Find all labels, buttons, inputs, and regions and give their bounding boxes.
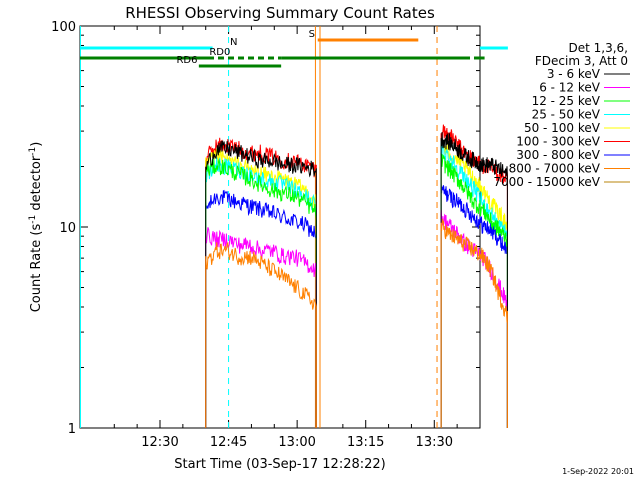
x-tick-label: 12:30 — [141, 435, 178, 450]
legend-label: 300 - 800 keV — [516, 148, 600, 162]
legend-label: 3 - 6 keV — [547, 67, 601, 81]
y-axis-label-sup1: -1 — [28, 215, 38, 224]
y-axis-label-main: Count Rate (s — [29, 224, 44, 313]
status-bar-label: N — [230, 37, 237, 48]
series-line-800-7000-kev — [440, 218, 508, 428]
legend-label: 50 - 100 keV — [524, 121, 601, 135]
legend-label: 100 - 300 keV — [516, 135, 600, 149]
chart-title: RHESSI Observing Summary Count Rates — [125, 4, 435, 22]
status-bar-label: S — [309, 29, 315, 40]
legend-label: 25 - 50 keV — [532, 108, 601, 122]
x-tick-label: 13:00 — [278, 435, 315, 450]
series-line-300-800-kev — [440, 183, 508, 428]
y-axis-label-mid: detector — [29, 155, 44, 215]
plot-area: N S RD0 RD6 — [79, 25, 508, 429]
legend-label: 800 - 7000 keV — [509, 162, 601, 176]
legend-label: 12 - 25 keV — [532, 94, 601, 108]
x-axis-label: Start Time (03-Sep-17 12:28:22) — [174, 457, 385, 472]
legend-label: 7000 - 15000 keV — [493, 175, 600, 189]
x-tick-label: 13:15 — [347, 435, 384, 450]
series-line-3-6-kev — [205, 140, 317, 428]
status-bar-label: RD0 — [209, 47, 230, 58]
status-bar-label: RD6 — [176, 55, 197, 66]
series-line-800-7000-kev — [205, 241, 317, 428]
x-tick-label: 13:30 — [416, 435, 453, 450]
y-tick-label: 1 — [68, 422, 76, 437]
y-tick-label: 10 — [59, 221, 76, 236]
series-line-300-800-kev — [205, 189, 317, 428]
series-line-25-50-kev — [440, 141, 508, 428]
series-line-100-300-kev — [440, 124, 508, 428]
series-line-12-25-kev — [440, 152, 508, 428]
legend-header-2: FDecim 3, Att 0 — [535, 54, 628, 68]
series-line-6-12-kev — [205, 227, 317, 428]
x-tick-label: 12:45 — [210, 435, 247, 450]
series-line-12-25-kev — [205, 158, 317, 428]
y-tick-label: 100 — [51, 20, 76, 35]
legend-header-1: Det 1,3,6, — [569, 41, 629, 55]
y-axis-label: Count Rate (s-1 detector-1) — [28, 142, 44, 313]
legend-label: 6 - 12 keV — [539, 81, 601, 95]
series-line-3-6-kev — [440, 132, 508, 428]
y-axis-label-end: ) — [29, 142, 44, 147]
y-axis-label-sup2: -1 — [28, 147, 38, 156]
footer-date: 1-Sep-2022 20:01 — [562, 467, 634, 476]
series-line-50-100-kev — [205, 148, 317, 428]
